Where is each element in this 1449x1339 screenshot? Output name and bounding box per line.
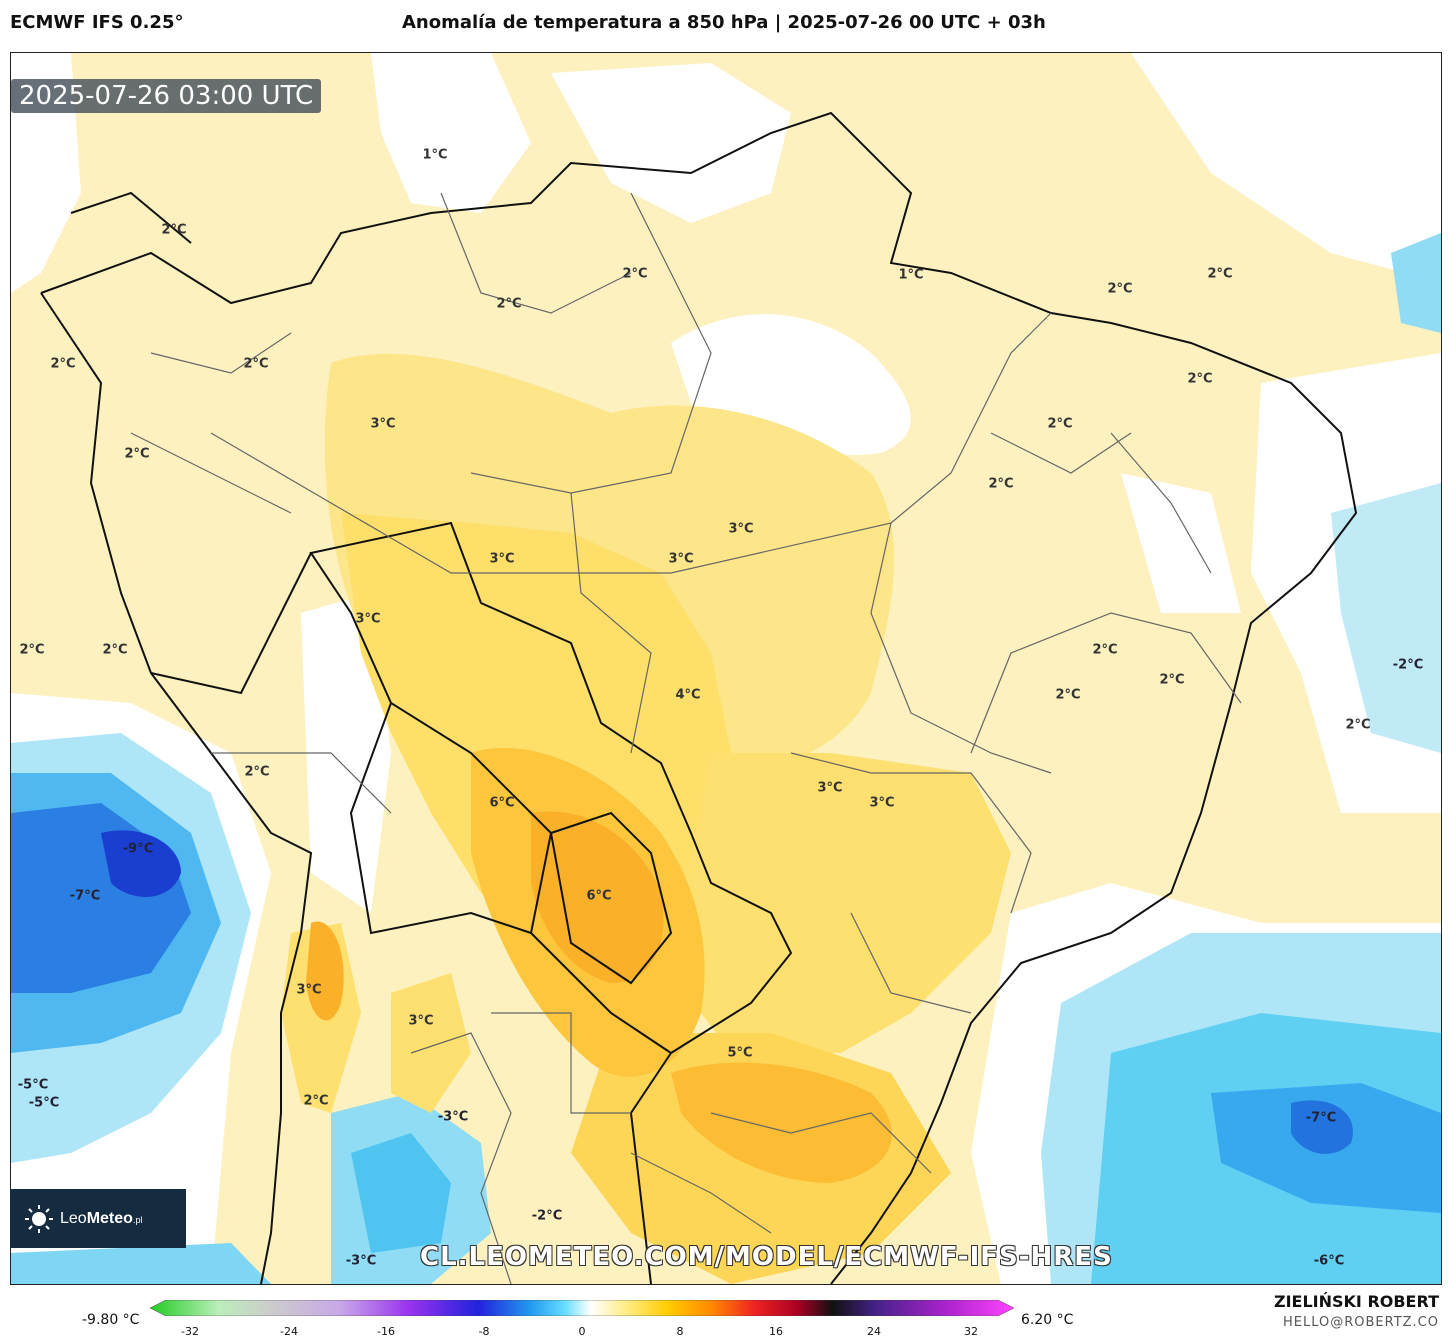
contour-label: 3°C [728,521,754,537]
contour-label: 2°C [496,296,522,312]
contour-label: 1°C [422,147,448,163]
contour-label: 2°C [1092,642,1118,658]
logo-wordmark: LeoMeteo.pl [60,1209,143,1227]
colorbar-tick: 32 [964,1325,978,1338]
contour-label: 2°C [1207,266,1233,282]
contour-label: 2°C [244,764,270,780]
contour-label: 2°C [102,642,128,658]
contour-label: 1°C [898,267,924,283]
contour-label: 2°C [50,356,76,372]
contour-label: 3°C [355,611,381,627]
contour-label: -6°C [1313,1253,1345,1269]
map-graphics [11,53,1441,1284]
contour-label: 2°C [124,446,150,462]
colorbar-max-label: 6.20 °C [1021,1312,1074,1328]
contour-label: 3°C [408,1013,434,1029]
contour-label: 2°C [1055,687,1081,703]
contour-label: 2°C [988,476,1014,492]
colorbar-tick: -8 [478,1325,490,1338]
colorbar-tick: -24 [280,1325,298,1338]
contour-label: 3°C [668,551,694,567]
contour-label: -5°C [17,1077,49,1093]
author-credit: ZIELIŃSKI ROBERT [1273,1292,1439,1311]
contour-label: -9°C [122,841,154,857]
contour-label: 3°C [817,780,843,796]
contour-label: 2°C [243,356,269,372]
temperature-anomaly-map: 2025-07-26 03:00 UTC 1°C 1°C 2°C 2°C 2°C… [10,52,1442,1285]
contour-label: 6°C [586,888,612,904]
contour-label: 2°C [161,222,187,238]
map-title: Anomalía de temperatura a 850 hPa | 2025… [402,12,1046,33]
colorbar-tick: -16 [377,1325,395,1338]
contour-label: 4°C [675,687,701,703]
contour-label: -7°C [1305,1110,1337,1126]
author-email[interactable]: HELLO@ROBERTZ.CO [1282,1315,1439,1330]
contour-label: -2°C [1392,657,1424,673]
contour-label: -5°C [28,1095,60,1111]
contour-label: 2°C [1159,672,1185,688]
colorbar-tick: 8 [676,1325,684,1338]
colorbar [150,1300,1014,1316]
contour-label: 2°C [1345,717,1371,733]
model-url-watermark: CL.LEOMETEO.COM/MODEL/ECMWF-IFS-HRES [420,1242,1113,1272]
contour-label: 3°C [489,551,515,567]
contour-label: 3°C [869,795,895,811]
valid-time-badge: 2025-07-26 03:00 UTC [11,79,322,113]
contour-label: 2°C [303,1093,329,1109]
contour-label: 2°C [1047,416,1073,432]
colorbar-tick: 0 [578,1325,586,1338]
contour-label: 2°C [622,266,648,282]
leometeo-logo: LeoMeteo.pl [10,1189,186,1248]
colorbar-tick: 24 [867,1325,881,1338]
contour-label: 2°C [1187,371,1213,387]
colorbar-tick: -32 [181,1325,199,1338]
contour-label: 2°C [19,642,45,658]
colorbar-tick: 16 [769,1325,783,1338]
contour-label: -3°C [345,1253,377,1269]
contour-label: 3°C [370,416,396,432]
contour-label: -2°C [531,1208,563,1224]
sun-icon [25,1204,53,1233]
contour-label: -3°C [437,1109,469,1125]
contour-label: -7°C [69,888,101,904]
contour-label: 5°C [727,1045,753,1061]
model-name: ECMWF IFS 0.25° [10,12,184,33]
contour-label: 3°C [296,982,322,998]
colorbar-min-label: -9.80 °C [82,1312,140,1328]
contour-label: 2°C [1107,281,1133,297]
contour-label: 6°C [489,795,515,811]
